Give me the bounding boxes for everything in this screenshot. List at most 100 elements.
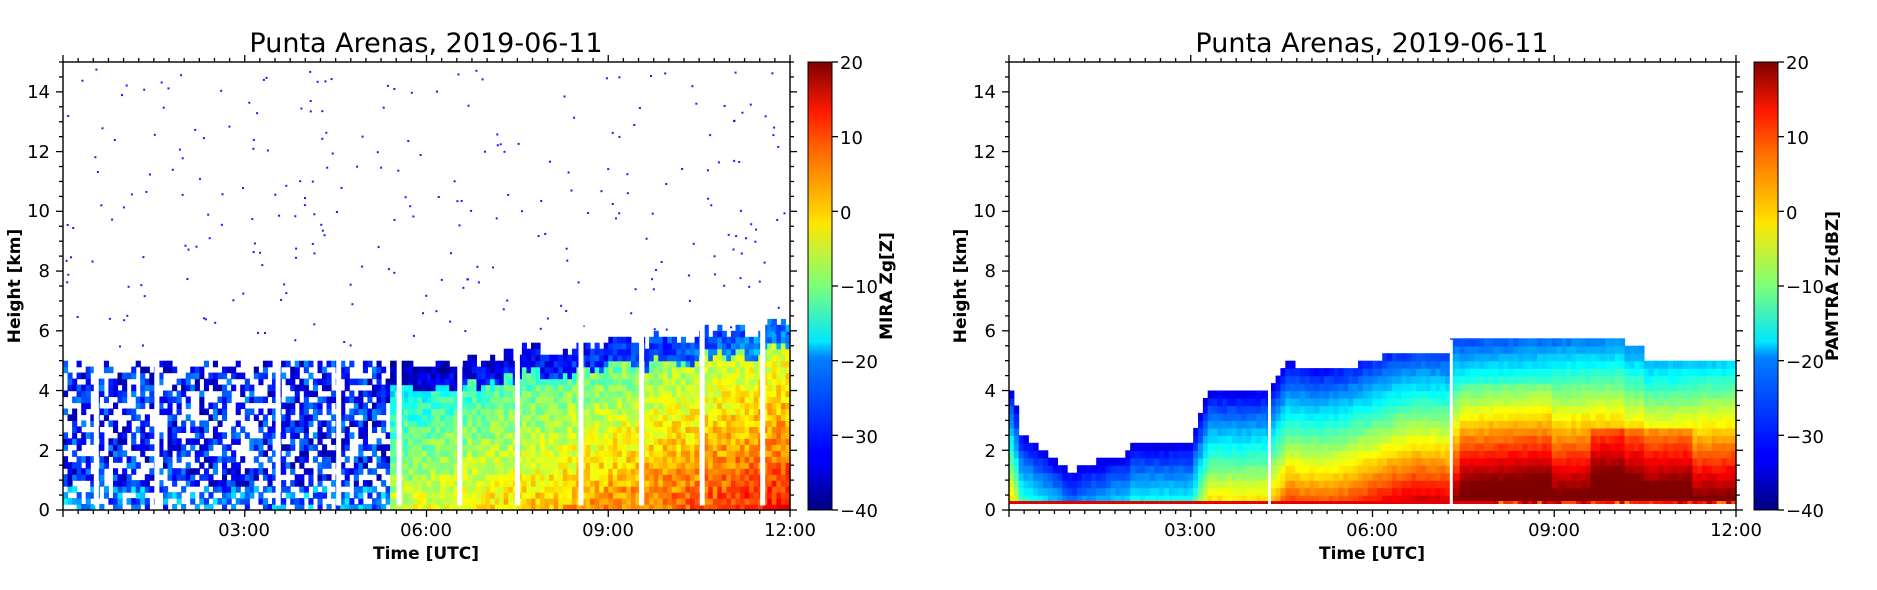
radar-cell <box>717 444 723 451</box>
model-cell <box>1367 368 1374 377</box>
radar-cell <box>244 468 250 475</box>
radar-cell <box>785 372 791 380</box>
radar-cell <box>612 360 618 368</box>
radar-cell <box>581 474 587 481</box>
surface-cell <box>1023 501 1029 504</box>
radar-cell <box>558 420 564 427</box>
radar-cell <box>553 432 559 439</box>
y-tick-label: 14 <box>27 82 50 103</box>
radar-cell <box>294 480 300 487</box>
radar-cell <box>85 492 91 499</box>
radar-cell <box>612 420 618 427</box>
radar-cell <box>694 504 700 511</box>
model-cell <box>1324 405 1330 414</box>
radar-cell <box>535 396 541 404</box>
model-cell <box>1139 495 1146 504</box>
model-cell <box>1130 465 1136 474</box>
model-cell <box>1304 450 1310 459</box>
model-cell <box>1387 435 1393 444</box>
radar-cell <box>494 432 500 439</box>
model-cell <box>1353 487 1359 496</box>
radar-cell <box>67 474 73 481</box>
radar-cell <box>462 378 468 386</box>
model-cell <box>1387 495 1393 504</box>
radar-cell <box>635 354 641 362</box>
radar-cell <box>635 438 641 445</box>
radar-cell <box>767 492 773 499</box>
radar-cell <box>312 486 318 493</box>
model-cell <box>1382 487 1388 496</box>
surface-cell <box>1377 501 1383 504</box>
model-cell <box>1144 472 1151 481</box>
noise-speck <box>203 317 205 320</box>
model-cell <box>1023 465 1029 474</box>
radar-cell <box>626 498 632 505</box>
radar-cell <box>617 444 623 451</box>
model-cell <box>1324 420 1330 429</box>
radar-cell <box>635 462 641 469</box>
radar-cell <box>390 426 396 433</box>
radar-cell <box>317 432 323 439</box>
model-cell <box>1251 450 1257 459</box>
model-cell <box>1227 465 1233 474</box>
model-cell <box>1217 420 1223 429</box>
noise-speck <box>208 237 211 240</box>
radar-cell <box>194 372 200 380</box>
radar-cell <box>780 408 786 416</box>
model-cell <box>1314 405 1320 414</box>
radar-cell <box>422 438 428 445</box>
radar-cell <box>680 402 686 410</box>
radar-cell <box>208 372 214 380</box>
radar-cell <box>272 408 278 416</box>
radar-cell <box>444 402 450 410</box>
radar-cell <box>653 402 659 410</box>
model-cell <box>1009 472 1015 481</box>
radar-cell <box>744 456 750 463</box>
radar-cell <box>667 390 673 398</box>
model-cell <box>1193 487 1199 496</box>
radar-cell <box>708 474 714 481</box>
model-cell <box>1377 480 1383 489</box>
radar-cell <box>553 498 559 505</box>
model-cell <box>1251 472 1257 481</box>
noise-speck <box>76 316 79 318</box>
noise-speck <box>326 166 329 169</box>
radar-cell <box>353 504 359 511</box>
radar-cell <box>594 348 600 356</box>
radar-cell <box>322 420 328 427</box>
radar-cell <box>453 432 459 439</box>
radar-cell <box>671 384 677 392</box>
radar-cell <box>167 462 173 469</box>
radar-cell <box>726 372 732 380</box>
radar-cell <box>667 342 673 350</box>
radar-cell <box>603 408 609 416</box>
noise-speck <box>457 73 460 76</box>
model-cell <box>1362 450 1369 459</box>
radar-cell <box>344 372 350 380</box>
radar-cell <box>485 432 491 439</box>
noise-speck <box>738 161 741 163</box>
surface-cell <box>1275 501 1281 504</box>
model-cell <box>1222 472 1228 481</box>
radar-cell <box>694 396 700 404</box>
radar-cell <box>385 492 391 499</box>
radar-cell <box>753 354 759 362</box>
radar-cell <box>317 492 323 499</box>
model-cell <box>1372 487 1378 496</box>
radar-cell <box>735 486 741 493</box>
model-cell <box>1241 398 1247 407</box>
radar-cell <box>626 384 632 392</box>
radar-cell <box>367 378 373 386</box>
model-cell <box>1038 465 1044 474</box>
radar-cell <box>508 426 514 433</box>
radar-cell <box>558 450 564 457</box>
noise-speck <box>180 74 183 77</box>
model-cell <box>1110 487 1117 496</box>
radar-cell <box>294 456 300 463</box>
radar-cell <box>467 468 473 475</box>
radar-cell <box>485 372 491 380</box>
model-cell <box>1338 375 1344 384</box>
radar-cell <box>621 486 627 493</box>
scan-gap <box>154 312 160 506</box>
radar-cell <box>72 408 78 416</box>
